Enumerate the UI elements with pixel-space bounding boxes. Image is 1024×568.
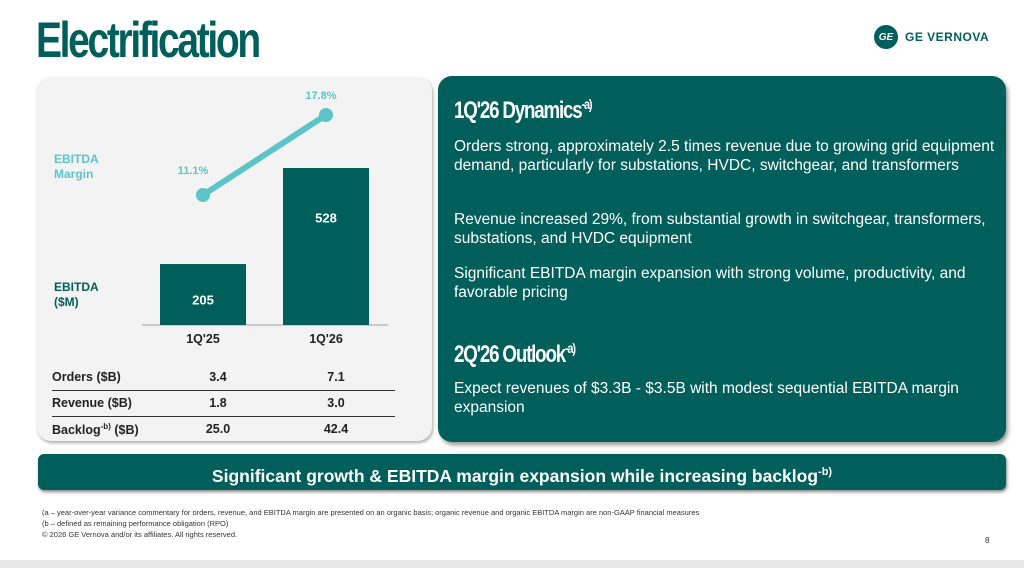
margin-point [319, 108, 333, 122]
bar-label: 528 [315, 211, 337, 226]
outlook-text: Expect revenues of $3.3B - $3.5B with mo… [454, 380, 959, 416]
page-number: 8 [985, 536, 990, 545]
cell-value: 25.0 [205, 422, 231, 437]
table-row: Orders ($B) 3.4 7.1 [52, 364, 395, 391]
table-row: Revenue ($B) 1.8 3.0 [52, 390, 395, 417]
cell-value: 42.4 [323, 422, 349, 437]
bar [283, 168, 369, 325]
ebitda-axis-label: EBITDA ($M) [54, 280, 99, 309]
ebitda-chart: 205 1Q'25 528 1Q'26 11.1% 17.8% [142, 90, 388, 346]
cell-value: 3.4 [159, 364, 277, 391]
margin-label: 11.1% [178, 165, 209, 177]
footnote: (a – year-over-year variance commentary … [42, 508, 700, 517]
bar-label: 205 [192, 293, 214, 308]
ge-monogram-icon: GE [874, 25, 898, 49]
copyright: © 2026 GE Vernova and/or its affiliates.… [42, 530, 238, 539]
table-row: Backlog-b) ($B) 25.0 42.4 [52, 416, 395, 442]
metrics-table: Orders ($B) 3.4 7.1 Revenue ($B) 1.8 3.0 Backl… [52, 364, 395, 442]
cell-value: 3.0 [277, 390, 395, 417]
x-tick-label: 1Q'25 [186, 332, 220, 346]
cell-value: 1.8 [159, 390, 277, 417]
margin-label: 17.8% [305, 90, 336, 102]
footnote: (b – defined as remaining performance ob… [42, 519, 229, 528]
row-label: Orders ($B) [52, 364, 159, 391]
dynamics-bullet: Orders strong, approximately 2.5 times r… [454, 138, 995, 174]
row-label: Revenue ($B) [52, 390, 159, 417]
margin-axis-label: EBITDA Margin [54, 152, 99, 181]
row-label: Backlog-b) ($B) [52, 421, 139, 437]
margin-line [201, 112, 328, 198]
outlook-heading: 2Q'26 Outlook-a) [454, 340, 576, 368]
logo-text: GE VERNOVA [905, 30, 990, 44]
bar [160, 264, 246, 325]
margin-point [196, 188, 210, 202]
cell-value: 7.1 [277, 364, 395, 391]
dynamics-bullet: Revenue increased 29%, from substantial … [454, 211, 986, 247]
dynamics-panel: 1Q'26 Dynamics-a) Orders strong, approxi… [438, 76, 1006, 442]
summary-banner: Significant growth & EBITDA margin expan… [38, 454, 1006, 490]
dynamics-bullet: Significant EBITDA margin expansion with… [454, 265, 966, 301]
dynamics-heading: 1Q'26 Dynamics-a) [454, 96, 593, 124]
ge-vernova-logo: GE GE VERNOVA [874, 25, 989, 49]
page-title: Electrification [36, 12, 261, 68]
x-tick-label: 1Q'26 [309, 332, 343, 346]
